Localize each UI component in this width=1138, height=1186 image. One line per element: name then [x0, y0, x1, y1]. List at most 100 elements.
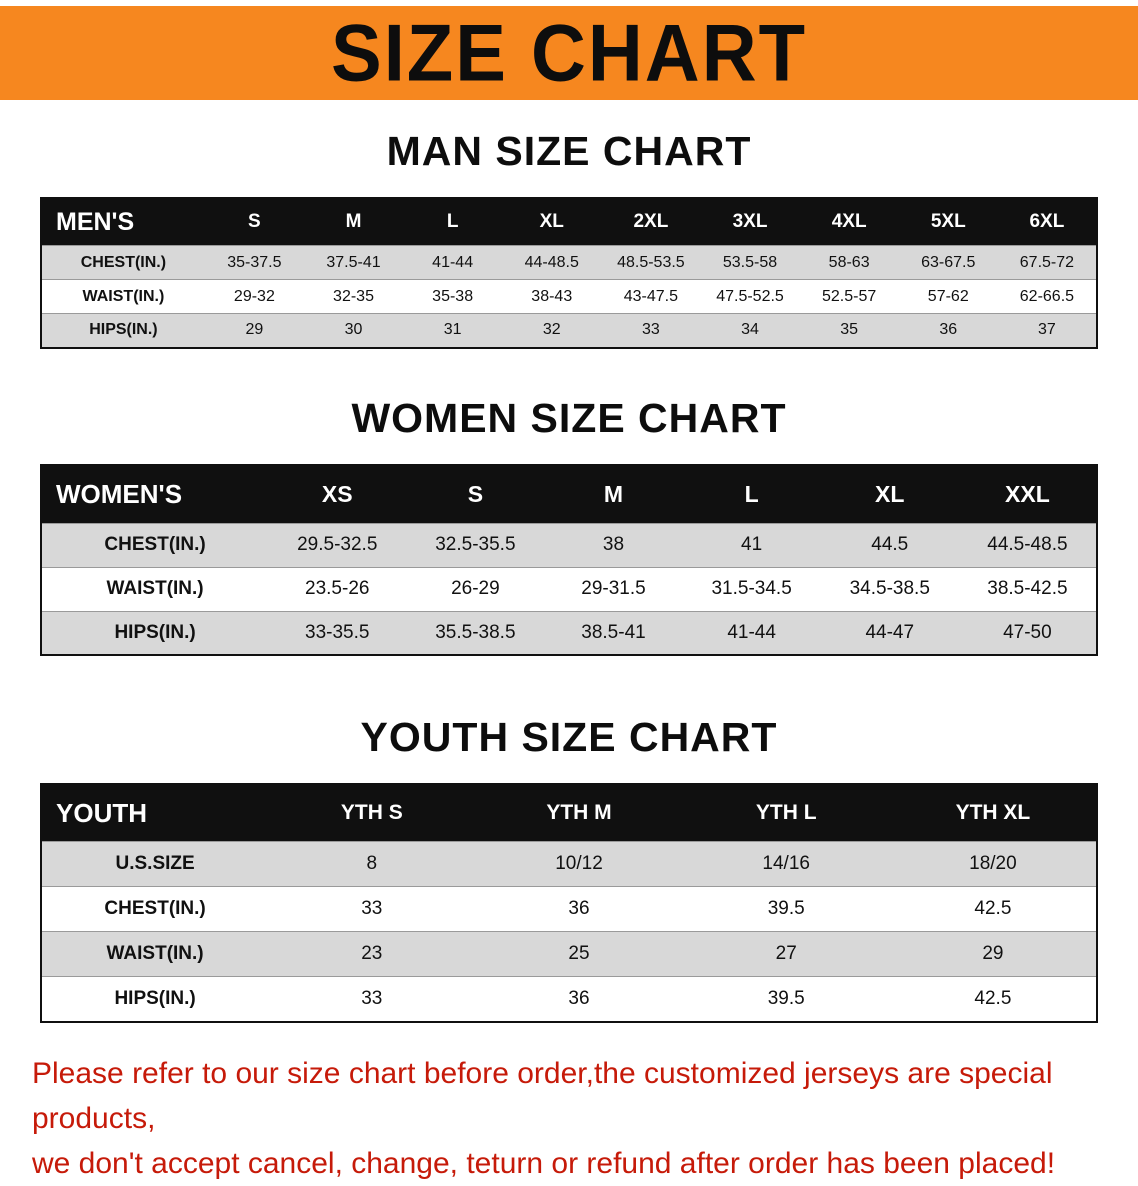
size-value-cell: 29	[245, 321, 264, 339]
row-label-cell: WAIST(IN.)	[106, 943, 204, 964]
youth-size-table: YOUTH YTH S YTH M YTH L YTH XL U.S.SIZE 8 10/12…	[40, 783, 1098, 1023]
size-value-cell: 41-44	[432, 253, 474, 271]
size-column-header: 6XL	[997, 198, 1097, 246]
size-column-header: XS	[268, 464, 407, 523]
size-charts: MAN SIZE CHART MEN'S S M L XL 2XL 3XL 4XL 5XL 6XL…	[0, 128, 1138, 1023]
size-value-cell: 42.5	[974, 987, 1012, 1009]
size-column-header: YTH M	[475, 784, 683, 842]
size-value-cell: 63-67.5	[921, 253, 976, 271]
size-value-cell: 38-43	[531, 287, 573, 305]
title-banner: SIZE CHART	[0, 6, 1138, 100]
page-title: SIZE CHART	[331, 7, 807, 99]
row-label-cell: U.S.SIZE	[115, 853, 195, 874]
size-value-cell: 10/12	[555, 853, 603, 874]
size-value-cell: 41	[741, 534, 763, 555]
table-row: WAIST(IN.) 29-32 32-35 35-38 38-43 43-47.5 47.…	[41, 279, 1097, 314]
size-value-cell: 48.5-53.5	[617, 253, 685, 271]
size-value-cell: 37	[1038, 321, 1056, 339]
row-label-cell: HIPS(IN.)	[114, 621, 196, 643]
size-value-cell: 37.5-41	[326, 253, 381, 271]
size-value-cell: 34	[741, 321, 759, 339]
size-column-header: YTH XL	[889, 784, 1097, 842]
size-value-cell: 38.5-41	[581, 621, 646, 643]
size-column-header: L	[403, 198, 503, 246]
size-column-header: 4XL	[799, 198, 899, 246]
table-row: CHEST(IN.) 35-37.5 37.5-41 41-44 44-48.5 48.5…	[41, 245, 1097, 280]
size-column-header: 3XL	[700, 198, 800, 246]
size-value-cell: 36	[568, 898, 590, 919]
size-value-cell: 35-38	[432, 287, 474, 305]
women-section-heading: WOMEN SIZE CHART	[351, 394, 787, 441]
size-value-cell: 42.5	[974, 898, 1012, 919]
size-column-header: M	[303, 198, 404, 246]
size-value-cell: 47-50	[1003, 621, 1052, 643]
disclaimer-line-2: we don't accept cancel, change, teturn o…	[32, 1146, 1056, 1180]
size-value-cell: 29	[982, 943, 1004, 964]
size-value-cell: 34.5-38.5	[849, 578, 930, 599]
size-value-cell: 25	[568, 943, 590, 964]
table-header-row: YOUTH YTH S YTH M YTH L YTH XL	[41, 784, 1097, 842]
size-value-cell: 14/16	[762, 853, 810, 874]
size-column-header: 5XL	[898, 198, 998, 246]
row-label-cell: HIPS(IN.)	[114, 987, 196, 1009]
disclaimer-line-1: Please refer to our size chart before or…	[32, 1056, 1053, 1135]
size-value-cell: 44.5-48.5	[987, 534, 1068, 555]
row-label-cell: CHEST(IN.)	[104, 898, 206, 919]
men-section-heading: MAN SIZE CHART	[386, 128, 752, 174]
size-value-cell: 44-47	[865, 621, 915, 643]
size-value-cell: 53.5-58	[722, 253, 778, 271]
size-value-cell: 44-48.5	[524, 253, 579, 271]
size-value-cell: 32	[542, 321, 561, 339]
size-value-cell: 57-62	[927, 287, 969, 305]
row-label-cell: WAIST(IN.)	[82, 287, 165, 305]
table-row: WAIST(IN.) 23.5-26 26-29 29-31.5 31.5-34.5 34…	[41, 567, 1097, 611]
size-value-cell: 18/20	[969, 853, 1017, 874]
size-value-cell: 36	[568, 987, 590, 1009]
size-value-cell: 44.5	[871, 534, 909, 555]
size-value-cell: 29.5-32.5	[297, 534, 378, 555]
size-value-cell: 29-32	[233, 287, 275, 305]
table-row: HIPS(IN.) 33 36 39.5 42.5	[41, 976, 1097, 1022]
size-value-cell: 30	[344, 321, 363, 339]
size-value-cell: 39.5	[767, 987, 805, 1009]
table-header-row: MEN'S S M L XL 2XL 3XL 4XL 5XL 6XL	[41, 198, 1097, 246]
size-value-cell: 32-35	[333, 287, 374, 305]
table-row: U.S.SIZE 8 10/12 14/16 18/20	[41, 841, 1097, 887]
size-value-cell: 32.5-35.5	[435, 534, 516, 555]
table-header-row: WOMEN'S XS S M L XL XXL	[41, 464, 1097, 523]
size-value-cell: 36	[939, 321, 958, 339]
size-value-cell: 38	[602, 534, 625, 555]
row-label-cell: CHEST(IN.)	[80, 253, 167, 271]
size-value-cell: 47.5-52.5	[716, 287, 784, 305]
size-column-header: S	[204, 198, 304, 246]
row-label-cell: WAIST(IN.)	[106, 578, 204, 599]
size-column-header: YTH S	[268, 784, 476, 842]
size-column-header: L	[682, 464, 821, 523]
size-value-cell: 29-31.5	[581, 578, 646, 599]
size-value-cell: 33-35.5	[305, 621, 370, 643]
size-value-cell: 33	[361, 898, 383, 919]
size-value-cell: 33	[361, 987, 383, 1009]
table-title-cell: YOUTH	[41, 784, 269, 842]
men-size-table: MEN'S S M L XL 2XL 3XL 4XL 5XL 6XL CHEST(IN.) 35-37…	[40, 197, 1098, 349]
size-value-cell: 33	[641, 321, 660, 339]
size-chart-page: SIZE CHART MAN SIZE CHART MEN'S S M L XL 2XL 3…	[0, 6, 1138, 1186]
size-value-cell: 23	[361, 943, 383, 964]
table-row: CHEST(IN.) 33 36 39.5 42.5	[41, 886, 1097, 932]
size-value-cell: 58-63	[828, 253, 870, 271]
size-value-cell: 27	[775, 943, 797, 964]
row-label-cell: CHEST(IN.)	[104, 534, 206, 555]
size-column-header: XL	[502, 198, 602, 246]
size-value-cell: 39.5	[767, 898, 805, 919]
size-column-header: XL	[820, 464, 959, 523]
size-value-cell: 35	[840, 321, 859, 339]
size-value-cell: 38.5-42.5	[987, 578, 1068, 599]
men-size-section: MAN SIZE CHART MEN'S S M L XL 2XL 3XL 4XL 5XL 6XL…	[0, 128, 1138, 349]
size-value-cell: 43-47.5	[623, 287, 679, 305]
disclaimer: Please refer to our size chart before or…	[32, 1051, 1110, 1186]
size-value-cell: 23.5-26	[305, 578, 370, 599]
size-column-header: M	[544, 464, 683, 523]
size-value-cell: 31.5-34.5	[711, 578, 792, 599]
table-row: WAIST(IN.) 23 25 27 29	[41, 931, 1097, 977]
table-row: HIPS(IN.) 33-35.5 35.5-38.5 38.5-41 41-44 44-…	[41, 611, 1097, 655]
